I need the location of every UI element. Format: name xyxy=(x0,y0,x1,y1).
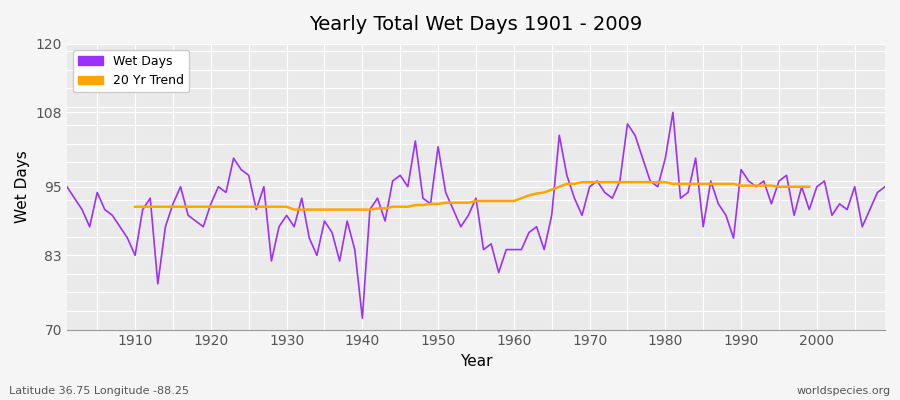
X-axis label: Year: Year xyxy=(460,354,492,369)
Y-axis label: Wet Days: Wet Days xyxy=(15,150,30,223)
Title: Yearly Total Wet Days 1901 - 2009: Yearly Total Wet Days 1901 - 2009 xyxy=(310,15,643,34)
Text: Latitude 36.75 Longitude -88.25: Latitude 36.75 Longitude -88.25 xyxy=(9,386,189,396)
Legend: Wet Days, 20 Yr Trend: Wet Days, 20 Yr Trend xyxy=(73,50,189,92)
Text: worldspecies.org: worldspecies.org xyxy=(796,386,891,396)
